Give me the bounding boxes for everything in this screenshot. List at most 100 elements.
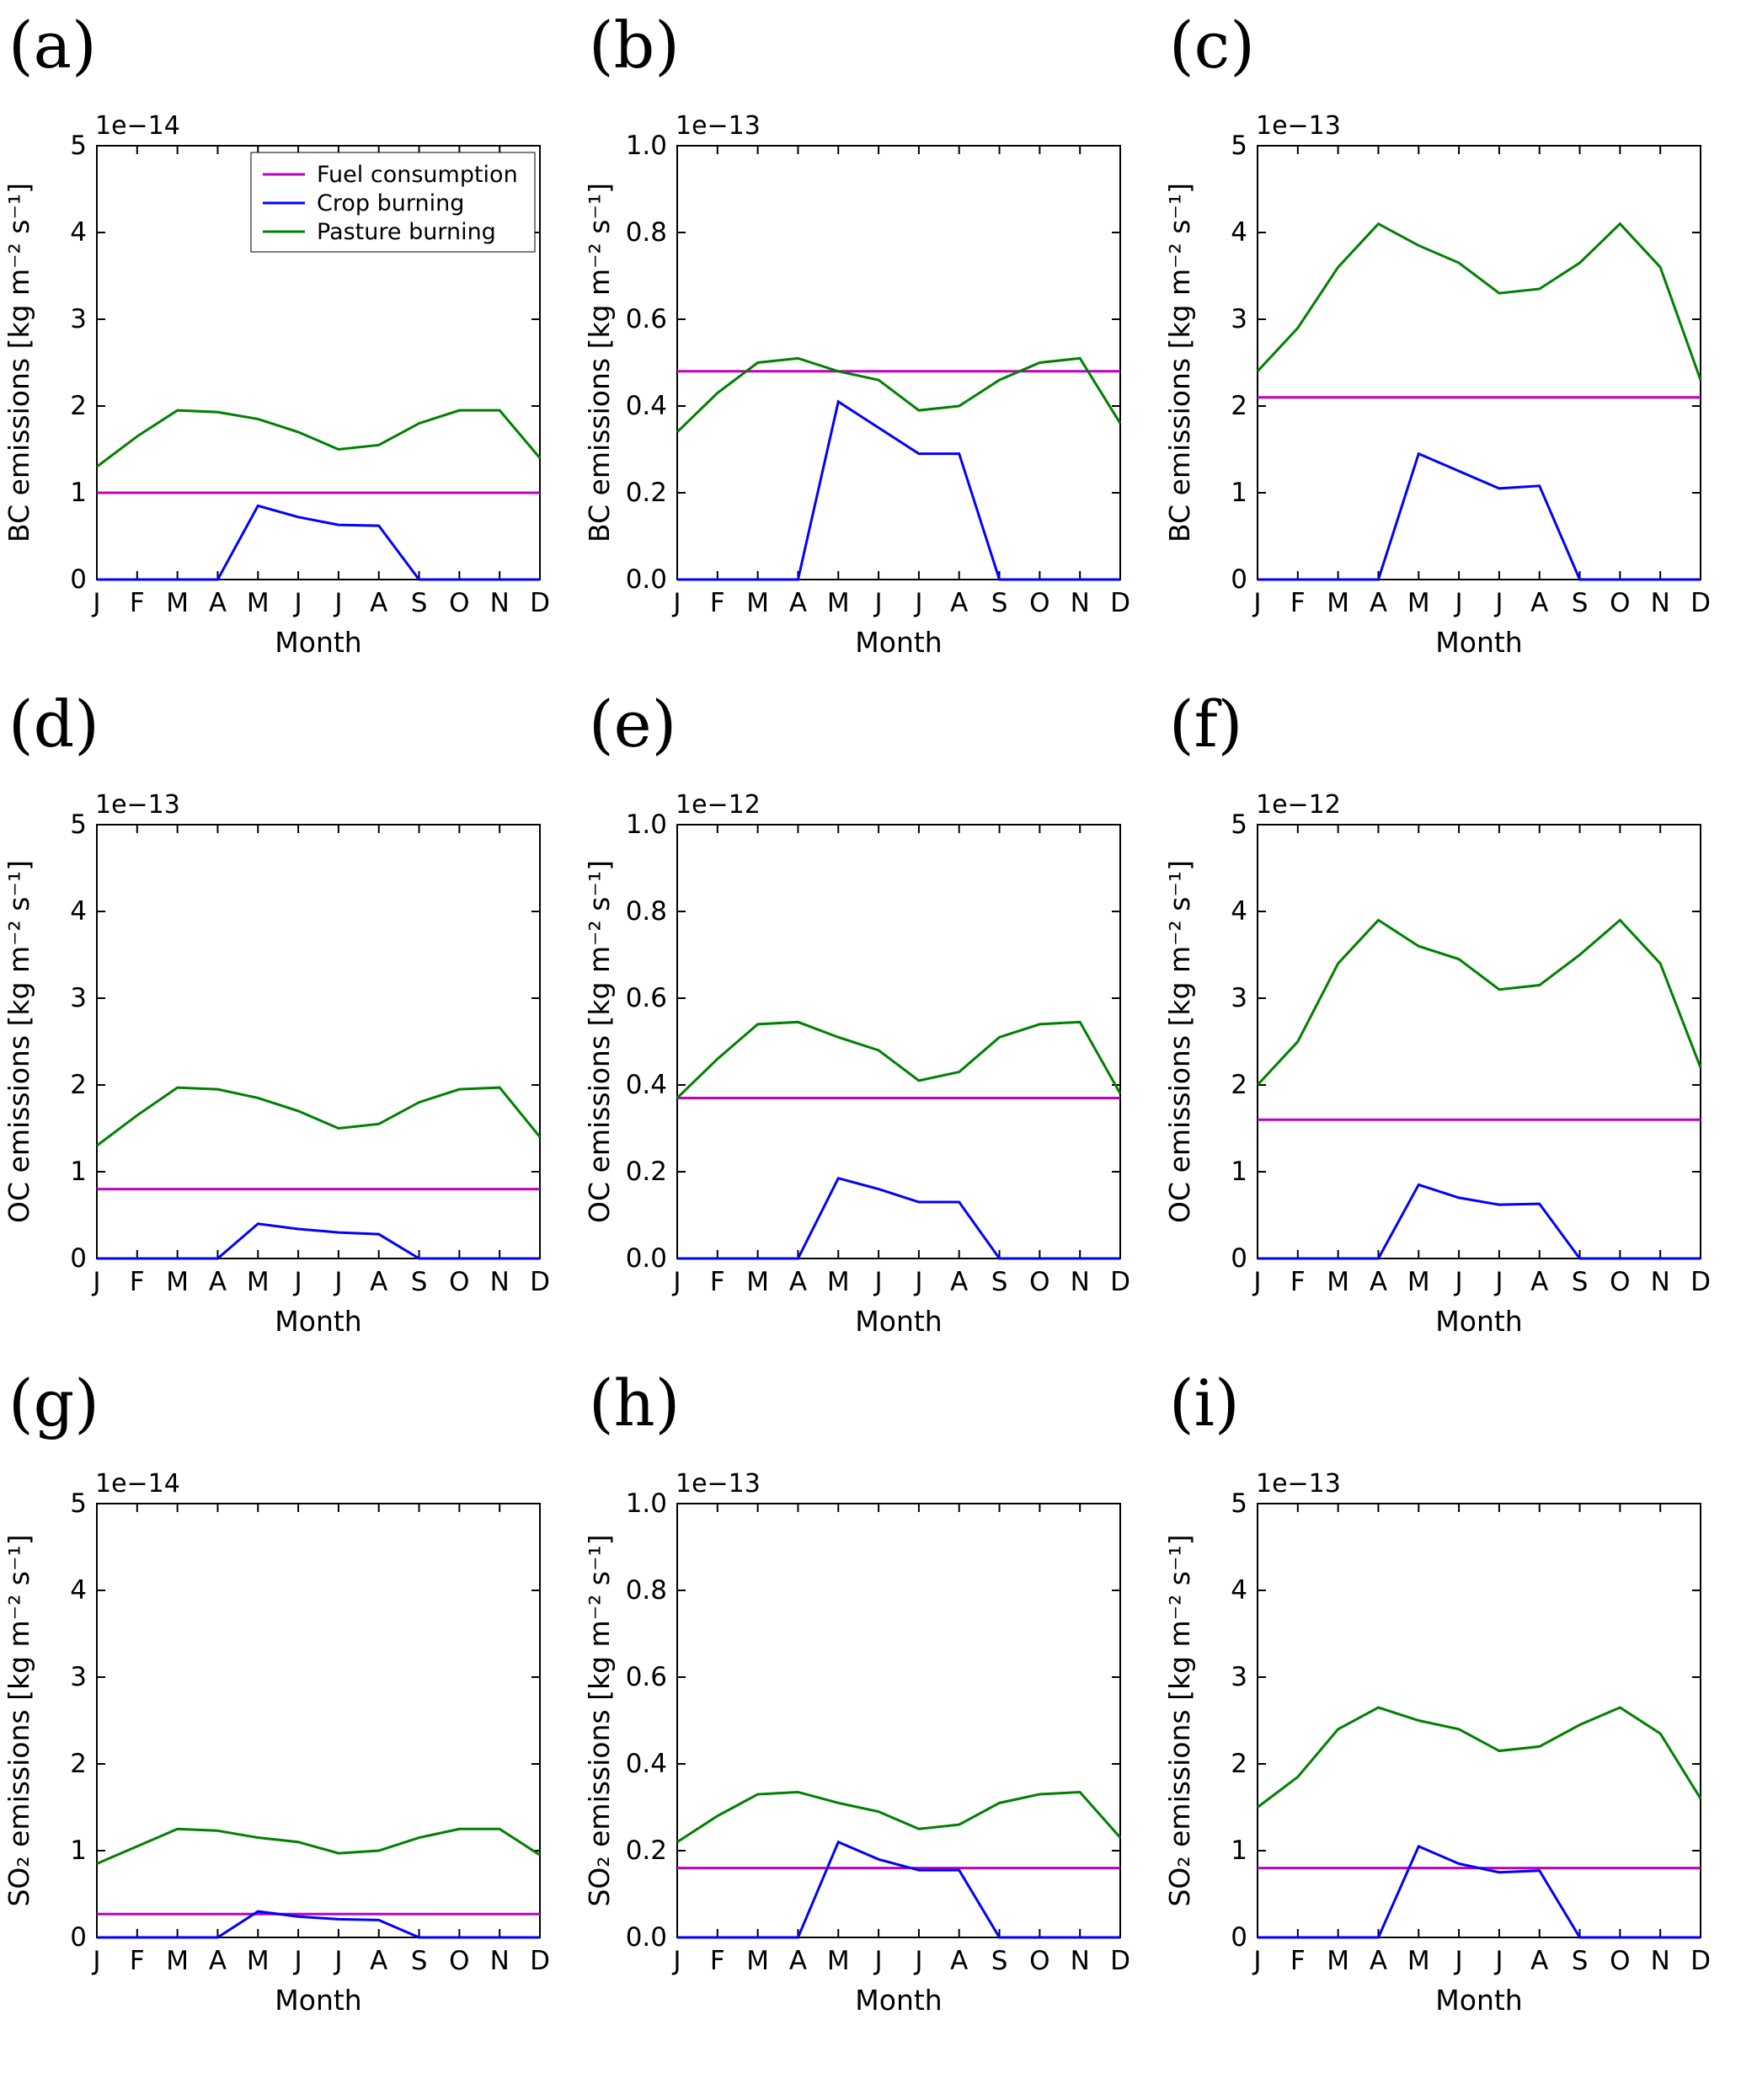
x-tick-label: J xyxy=(1454,1267,1463,1297)
x-tick-label: J xyxy=(293,1946,302,1976)
x-tick-label: J xyxy=(91,588,100,618)
x-tick-label: N xyxy=(1071,1946,1090,1976)
y-tick-label: 0 xyxy=(1231,1922,1247,1953)
panel-label-c: (c) xyxy=(1169,8,1255,83)
x-tick-label: M xyxy=(827,1946,850,1976)
x-tick-label: D xyxy=(530,1267,550,1297)
plot-border xyxy=(1257,145,1701,580)
plot-border xyxy=(96,1503,541,1938)
x-tick-label: J xyxy=(913,1946,922,1976)
x-tick-label: A xyxy=(209,1946,227,1976)
x-tick-label: J xyxy=(873,588,883,618)
series-line-crop-burning xyxy=(1258,1844,1701,1939)
x-tick-label: F xyxy=(130,1946,145,1976)
x-tick-label: D xyxy=(1110,1946,1130,1976)
y-tick-label: 0.0 xyxy=(626,1922,667,1953)
x-tick-label: M xyxy=(166,1267,189,1297)
panel-label-e: (e) xyxy=(589,687,677,761)
y-tick-label: 1.0 xyxy=(626,131,667,161)
x-tick-label: A xyxy=(950,1267,968,1297)
y-tick-label: 2 xyxy=(70,1070,87,1100)
x-tick-label: A xyxy=(209,1267,227,1297)
figure-grid: (a) 0 1 2 3 4 5 J F M A M J J A S O N D 1e−14 BC emissions … xyxy=(0,5,1741,2030)
panel-h: (h) 0.0 0.2 0.4 0.6 0.8 1.0 J F M A M J J A S O N D 1e−13 S… xyxy=(580,1363,1161,2030)
x-tick-label: S xyxy=(991,1267,1008,1297)
chart-area-e: 0.0 0.2 0.4 0.6 0.8 1.0 J F M A M J J A S O N D 1e−12 OC em… xyxy=(580,761,1161,1351)
x-tick-label: F xyxy=(1290,1946,1306,1976)
series-line-pasture-burning xyxy=(676,1790,1122,1843)
chart-area-d: 0 1 2 3 4 5 J F M A M J J A S O N D 1e−13 OC emissions [kg … xyxy=(0,761,580,1351)
y-tick-label: 3 xyxy=(70,983,87,1013)
panel-b: (b) 0.0 0.2 0.4 0.6 0.8 1.0 J F M A M J J A S O N D 1e−13 B… xyxy=(580,5,1161,672)
x-tick-label: F xyxy=(1290,588,1306,618)
x-tick-label: N xyxy=(490,1267,510,1297)
x-tick-label: S xyxy=(1572,1946,1589,1976)
chart-area-i: 0 1 2 3 4 5 J F M A M J J A S O N D 1e−13 SO₂ emissions [kg… xyxy=(1161,1440,1741,2030)
y-tick-label: 0.8 xyxy=(626,217,667,248)
x-tick-label: M xyxy=(166,588,189,618)
x-tick-label: J xyxy=(91,1267,100,1297)
panel-label-f: (f) xyxy=(1169,687,1243,761)
x-tick-label: O xyxy=(449,588,469,618)
y-tick-label: 0.6 xyxy=(626,1662,667,1692)
x-axis-label: Month xyxy=(275,1305,361,1338)
y-axis-label: BC emissions [kg m⁻² s⁻¹] xyxy=(583,183,616,542)
x-tick-label: J xyxy=(333,1946,342,1976)
chart-area-a: 0 1 2 3 4 5 J F M A M J J A S O N D 1e−14 BC emissions [kg … xyxy=(0,83,580,672)
y-tick-label: 0 xyxy=(1231,1243,1247,1274)
x-tick-label: M xyxy=(1327,1946,1349,1976)
x-tick-label: N xyxy=(1651,1946,1670,1976)
y-axis-label: SO₂ emissions [kg m⁻² s⁻¹] xyxy=(3,1534,35,1906)
y-tick-label: 1 xyxy=(1231,478,1247,508)
x-tick-label: A xyxy=(1530,1946,1548,1976)
chart-area-f: 0 1 2 3 4 5 J F M A M J J A S O N D 1e−12 OC emissions [kg … xyxy=(1161,761,1741,1351)
x-tick-label: J xyxy=(1252,1267,1261,1297)
x-tick-label: O xyxy=(1029,588,1049,618)
y-tick-label: 2 xyxy=(1231,391,1247,421)
x-tick-label: J xyxy=(873,1946,883,1976)
chart-area-b: 0.0 0.2 0.4 0.6 0.8 1.0 J F M A M J J A S O N D 1e−13 BC em… xyxy=(580,83,1161,672)
y-tick-label: 4 xyxy=(1231,217,1247,248)
y-tick-label: 0.2 xyxy=(626,1157,667,1187)
x-tick-label: A xyxy=(1530,1267,1548,1297)
y-tick-label: 0 xyxy=(1231,564,1247,595)
series-line-pasture-burning xyxy=(1256,918,1702,1087)
x-tick-label: M xyxy=(247,588,270,618)
x-tick-label: J xyxy=(671,588,681,618)
y-tick-label: 1 xyxy=(1231,1835,1247,1866)
x-tick-label: N xyxy=(1071,588,1090,618)
x-tick-label: A xyxy=(370,588,387,618)
y-axis-label: OC emissions [kg m⁻² s⁻¹] xyxy=(3,860,35,1223)
x-axis-label: Month xyxy=(1435,1984,1522,2017)
series-line-crop-burning xyxy=(677,399,1120,581)
x-tick-label: J xyxy=(333,1267,342,1297)
x-axis-label: Month xyxy=(275,1984,361,2017)
y-axis-label: OC emissions [kg m⁻² s⁻¹] xyxy=(583,860,616,1223)
series-line-pasture-burning xyxy=(96,409,542,468)
y-tick-label: 5 xyxy=(70,810,87,840)
plot-border xyxy=(676,145,1121,580)
plot-border xyxy=(1257,1503,1701,1938)
y-axis-label: BC emissions [kg m⁻² s⁻¹] xyxy=(1163,183,1196,542)
x-axis-label: Month xyxy=(1435,1305,1522,1338)
series-line-pasture-burning xyxy=(676,356,1122,433)
panel-f: (f) 0 1 2 3 4 5 J F M A M J J A S O N D 1e−12 OC emissions … xyxy=(1161,684,1741,1351)
x-tick-label: N xyxy=(1651,1267,1670,1297)
y-tick-label: 4 xyxy=(1231,896,1247,927)
series-line-crop-burning xyxy=(677,1840,1120,1939)
y-axis-label: BC emissions [kg m⁻² s⁻¹] xyxy=(3,183,35,542)
legend-label-pasture-burning: Pasture burning xyxy=(317,219,496,245)
y-tick-label: 2 xyxy=(70,1749,87,1779)
x-tick-label: J xyxy=(1493,1946,1503,1976)
x-tick-label: S xyxy=(411,588,428,618)
x-tick-label: M xyxy=(746,1946,769,1976)
y-tick-label: 1 xyxy=(70,1157,87,1187)
x-tick-label: F xyxy=(710,1267,725,1297)
series-line-pasture-burning xyxy=(1256,222,1702,381)
x-tick-label: A xyxy=(1370,1267,1387,1297)
y-axis-label: SO₂ emissions [kg m⁻² s⁻¹] xyxy=(1163,1534,1196,1906)
